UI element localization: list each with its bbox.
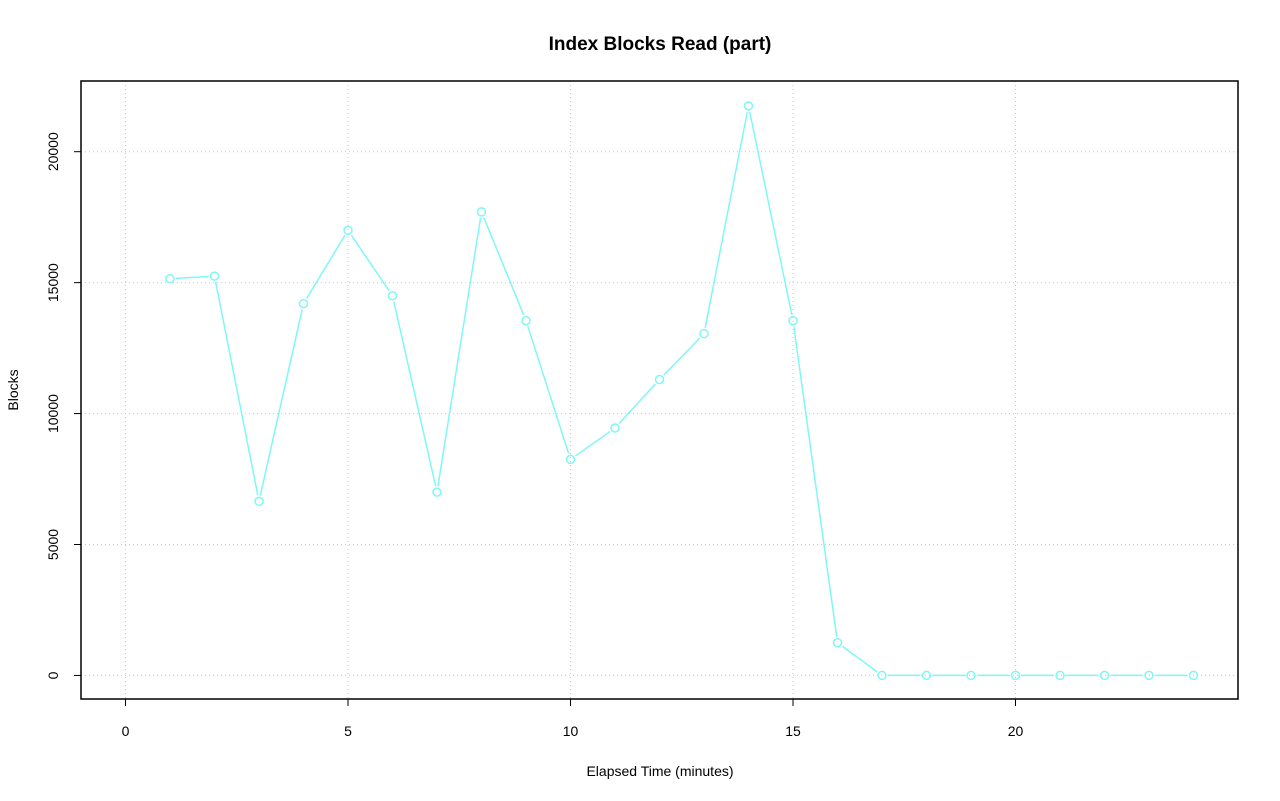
series-line-segment bbox=[393, 301, 437, 487]
series-line-segment bbox=[618, 383, 656, 425]
series-line-segment bbox=[175, 275, 209, 280]
series-line-segment bbox=[748, 111, 793, 315]
x-tick-label: 10 bbox=[563, 723, 579, 739]
y-tick-label: 5000 bbox=[45, 529, 61, 560]
x-axis: 0 5 10 15 20 bbox=[122, 699, 1024, 739]
series-line-segment bbox=[704, 111, 749, 328]
x-tick-label: 5 bbox=[344, 723, 352, 739]
data-point bbox=[610, 423, 620, 433]
data-point bbox=[1055, 670, 1065, 681]
series-line-segment bbox=[527, 326, 570, 454]
data-point bbox=[921, 670, 932, 681]
data-point bbox=[1010, 670, 1021, 681]
y-tick-label: 20000 bbox=[45, 132, 61, 171]
x-tick-label: 20 bbox=[1008, 723, 1024, 739]
series-line-segment bbox=[350, 234, 390, 292]
series-line-segment bbox=[437, 217, 482, 487]
data-point bbox=[788, 315, 798, 326]
data-point bbox=[165, 273, 175, 284]
data-point bbox=[298, 298, 309, 309]
data-point bbox=[343, 225, 353, 236]
data-point bbox=[521, 315, 531, 326]
data-point bbox=[877, 670, 887, 681]
y-axis-label: Blocks bbox=[5, 369, 21, 410]
data-point bbox=[565, 454, 576, 465]
data-point bbox=[432, 487, 442, 497]
series-line-segment bbox=[305, 235, 346, 299]
x-tick-label: 0 bbox=[122, 723, 130, 739]
chart-title: Index Blocks Read (part) bbox=[549, 34, 772, 55]
series-line-segment bbox=[259, 309, 303, 496]
data-point bbox=[699, 328, 709, 339]
series-line-segment bbox=[663, 337, 701, 376]
data-point bbox=[1188, 670, 1199, 681]
series-line-segment bbox=[793, 326, 838, 637]
series-line-segment bbox=[483, 217, 525, 316]
data-point bbox=[254, 496, 264, 507]
data-point bbox=[209, 271, 220, 281]
data-point bbox=[966, 670, 976, 681]
series-line-segment bbox=[574, 430, 611, 457]
y-tick-label: 15000 bbox=[45, 263, 61, 302]
data-point bbox=[743, 101, 754, 111]
x-tick-label: 15 bbox=[785, 723, 801, 739]
data-point bbox=[1099, 670, 1110, 681]
data-point bbox=[654, 374, 665, 385]
y-axis: 0 5000 10000 15000 20000 bbox=[45, 132, 81, 679]
grid bbox=[81, 81, 1238, 699]
data-point bbox=[387, 290, 398, 301]
data-point bbox=[832, 637, 843, 648]
y-tick-label: 0 bbox=[45, 671, 61, 679]
y-tick-label: 10000 bbox=[45, 394, 61, 433]
series bbox=[165, 101, 1199, 681]
series-line-segment bbox=[214, 281, 259, 496]
x-axis-label: Elapsed Time (minutes) bbox=[586, 763, 733, 779]
plot-frame bbox=[80, 80, 1239, 700]
series-line-segment bbox=[841, 645, 878, 673]
data-point bbox=[476, 207, 487, 217]
data-point bbox=[1144, 670, 1154, 681]
